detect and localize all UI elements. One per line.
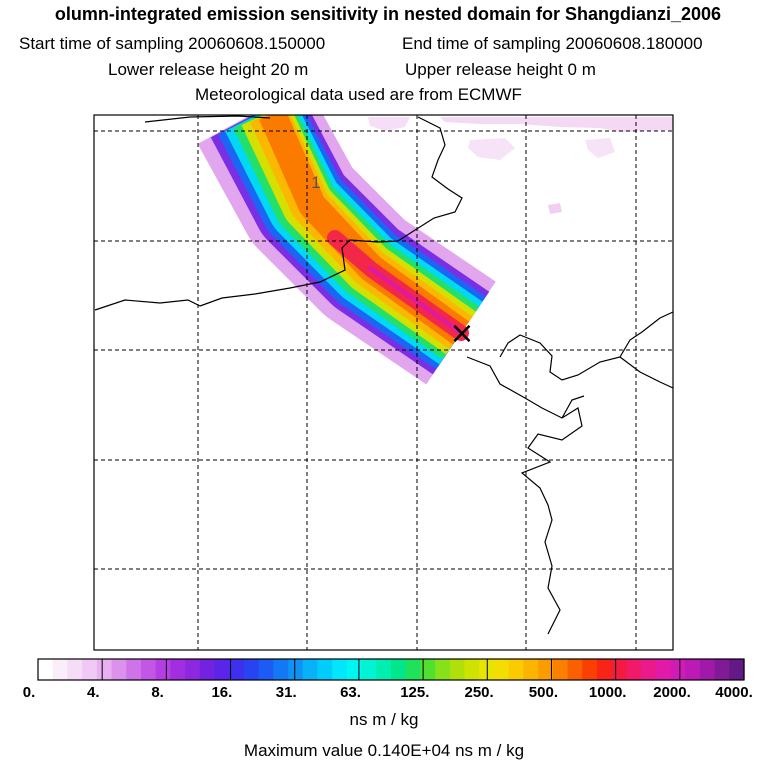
colorbar-tick-label: 1000. bbox=[588, 684, 627, 701]
meteorological-data-source: Meteorological data used are from ECMWF bbox=[195, 85, 522, 104]
colorbar-segment bbox=[626, 659, 642, 680]
colorbar-segment bbox=[273, 659, 289, 680]
colorbar-segment bbox=[449, 659, 466, 680]
colorbar-segment bbox=[38, 659, 54, 680]
colorbar-segment bbox=[582, 659, 598, 680]
colorbar-segment bbox=[464, 659, 480, 680]
colorbar-segment bbox=[361, 659, 377, 680]
map-area: 1 × bbox=[94, 115, 673, 650]
colorbar-segment bbox=[288, 659, 304, 680]
colorbar-segment bbox=[317, 659, 333, 680]
colorbar-segment bbox=[199, 659, 216, 680]
colorbar-segment bbox=[685, 659, 701, 680]
colorbar-segment bbox=[67, 659, 83, 680]
colorbar-segment bbox=[96, 659, 113, 680]
colorbar-segment bbox=[258, 659, 274, 680]
colorbar-segment bbox=[52, 659, 69, 680]
colorbar bbox=[37, 658, 745, 681]
maximum-value: Maximum value 0.140E+04 ns m / kg bbox=[243, 741, 525, 760]
colorbar-segment bbox=[714, 659, 730, 680]
colorbar-segment bbox=[655, 659, 672, 680]
colorbar-segment bbox=[611, 659, 627, 680]
colorbar-tick-label: 4000. bbox=[715, 684, 753, 701]
colorbar-segment bbox=[376, 659, 392, 680]
colorbar-segment bbox=[214, 659, 230, 680]
lat-lon-grid bbox=[94, 115, 673, 650]
colorbar-segment bbox=[405, 659, 422, 680]
colorbar-segment bbox=[229, 659, 245, 680]
colorbar-segment bbox=[170, 659, 186, 680]
colorbar-segment bbox=[140, 659, 157, 680]
colorbar-segment bbox=[435, 659, 451, 680]
colorbar-tick-label: 16. bbox=[211, 684, 233, 701]
colorbar-tick-label: 31. bbox=[275, 684, 297, 701]
coastlines bbox=[94, 115, 673, 635]
colorbar-tick-label: 250. bbox=[464, 684, 494, 701]
colorbar-segment bbox=[111, 659, 127, 680]
colorbar-segment bbox=[346, 659, 363, 680]
colorbar-tick-label: 125. bbox=[400, 684, 430, 701]
colorbar-segment bbox=[126, 659, 142, 680]
colorbar-segment bbox=[567, 659, 583, 680]
colorbar-segment bbox=[670, 659, 686, 680]
colorbar-segment bbox=[523, 659, 539, 680]
colorbar-segment bbox=[82, 659, 98, 680]
colorbar-segment bbox=[332, 659, 348, 680]
lower-release-height: Lower release height 20 m bbox=[108, 60, 309, 79]
emission-sensitivity-plume bbox=[197, 115, 496, 385]
colorbar-segment bbox=[699, 659, 716, 680]
colorbar-tick-label: 0. bbox=[22, 684, 36, 701]
colorbar-segment bbox=[508, 659, 524, 680]
release-site-marker: × bbox=[449, 316, 474, 351]
colorbar-segment bbox=[538, 659, 554, 680]
colorbar-tick-label: 4. bbox=[87, 684, 100, 701]
faint-sensitivity-patches bbox=[368, 117, 673, 214]
colorbar-tick-label: 2000. bbox=[653, 684, 691, 701]
colorbar-tick-label: 8. bbox=[151, 684, 164, 701]
sampling-start-time: Start time of sampling 20060608.150000 bbox=[19, 34, 326, 53]
colorbar-frame bbox=[37, 658, 745, 681]
colorbar-segment bbox=[391, 659, 407, 680]
figure-title: olumn-integrated emission sensitivity in… bbox=[54, 4, 722, 24]
plume-contour-label: 1 bbox=[311, 173, 320, 192]
colorbar-segment bbox=[552, 659, 569, 680]
colorbar-segment bbox=[596, 659, 613, 680]
colorbar-segment bbox=[185, 659, 201, 680]
colorbar-segment bbox=[493, 659, 510, 680]
colorbar-units: ns m / kg bbox=[349, 710, 419, 729]
colorbar-segment bbox=[641, 659, 657, 680]
upper-release-height: Upper release height 0 m bbox=[405, 60, 596, 79]
colorbar-tick-label: 500. bbox=[528, 684, 558, 701]
colorbar-segment bbox=[243, 659, 260, 680]
colorbar-tick-label: 63. bbox=[340, 684, 361, 701]
colorbar-segment bbox=[302, 659, 319, 680]
map-frame bbox=[93, 114, 674, 651]
colorbar-segment bbox=[420, 659, 436, 680]
colorbar-segment bbox=[155, 659, 171, 680]
sampling-end-time: End time of sampling 20060608.180000 bbox=[402, 34, 703, 53]
colorbar-segment bbox=[729, 659, 745, 680]
